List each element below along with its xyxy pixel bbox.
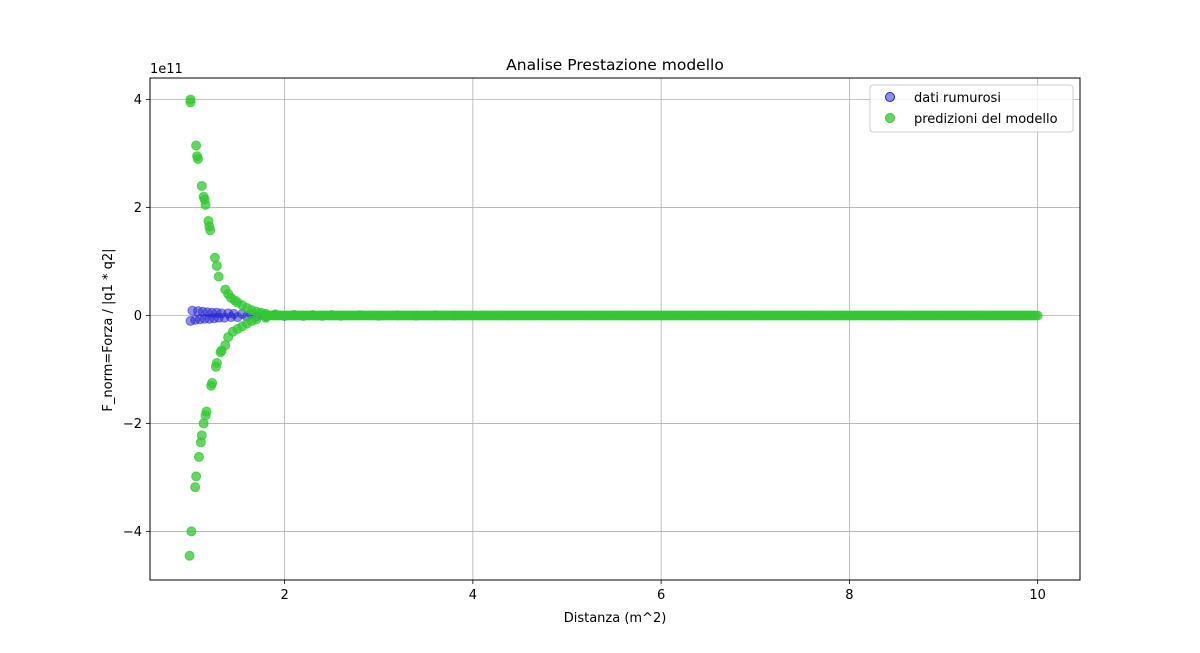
y-tick-label: 4	[134, 93, 142, 108]
y-ticks: −4 −2 0 2 4	[123, 93, 150, 540]
data-point	[207, 377, 218, 388]
series-layer	[184, 94, 1043, 561]
data-point	[209, 252, 220, 263]
x-tick-label: 6	[657, 588, 665, 603]
x-axis-label: Distanza (m^2)	[564, 611, 667, 626]
plot-area	[150, 78, 1080, 580]
data-point	[211, 260, 222, 271]
data-point	[251, 314, 262, 325]
series-1	[184, 94, 1043, 561]
y-tick-label: −4	[123, 525, 142, 540]
x-tick-label: 10	[1029, 588, 1046, 603]
plot-frame	[149, 77, 1081, 581]
x-tick-label: 8	[845, 588, 853, 603]
y-tick-label: −2	[123, 417, 142, 432]
data-point	[185, 97, 196, 108]
legend-marker-dati-rumurosi	[885, 92, 895, 102]
legend: dati rumurosi predizioni del modello	[869, 84, 1074, 133]
data-point	[1032, 310, 1043, 321]
data-point	[191, 140, 202, 151]
legend-label-predizioni: predizioni del modello	[914, 112, 1058, 127]
x-ticks: 2 4 6 8 10	[280, 580, 1046, 603]
y-offset-label: 1e11	[150, 62, 183, 77]
data-point	[196, 180, 207, 191]
data-point	[211, 358, 222, 369]
legend-box	[869, 84, 1074, 133]
data-point	[200, 199, 211, 210]
chart-title: Analise Prestazione modello	[506, 56, 724, 74]
data-point	[193, 153, 204, 164]
data-point	[205, 225, 216, 236]
data-point	[201, 406, 212, 417]
data-point	[191, 471, 202, 482]
data-point	[193, 451, 204, 462]
data-point	[186, 526, 197, 537]
legend-label-dati-rumurosi: dati rumurosi	[914, 91, 1001, 106]
x-tick-label: 4	[469, 588, 477, 603]
data-point	[213, 271, 224, 282]
data-point	[190, 482, 201, 493]
data-point	[198, 418, 209, 429]
data-point	[196, 430, 207, 441]
y-tick-label: 2	[134, 201, 142, 216]
y-tick-label: 0	[134, 309, 142, 324]
legend-marker-predizioni	[885, 113, 895, 123]
y-axis-label: F_norm=Forza / |q1 * q2|	[101, 248, 116, 411]
data-point	[184, 550, 195, 561]
x-tick-label: 2	[280, 588, 288, 603]
